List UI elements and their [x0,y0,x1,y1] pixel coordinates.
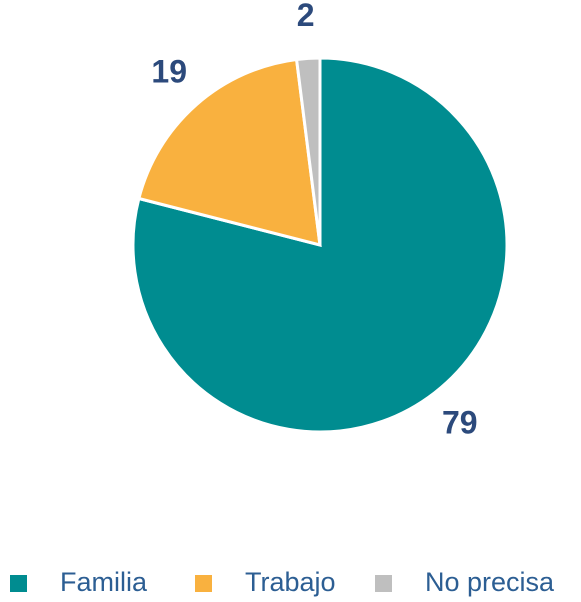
data-label: 2 [297,0,315,33]
legend-label: Trabajo [245,567,336,597]
legend-swatch [375,575,392,592]
pie-slice [294,56,322,246]
legend-label: Familia [60,567,148,597]
pie-slice [137,57,322,248]
legend-swatch [10,575,27,592]
data-label: 79 [442,405,478,441]
legend-swatch [195,575,212,592]
legend-label: No precisa [425,567,555,597]
data-label: 19 [151,53,187,89]
